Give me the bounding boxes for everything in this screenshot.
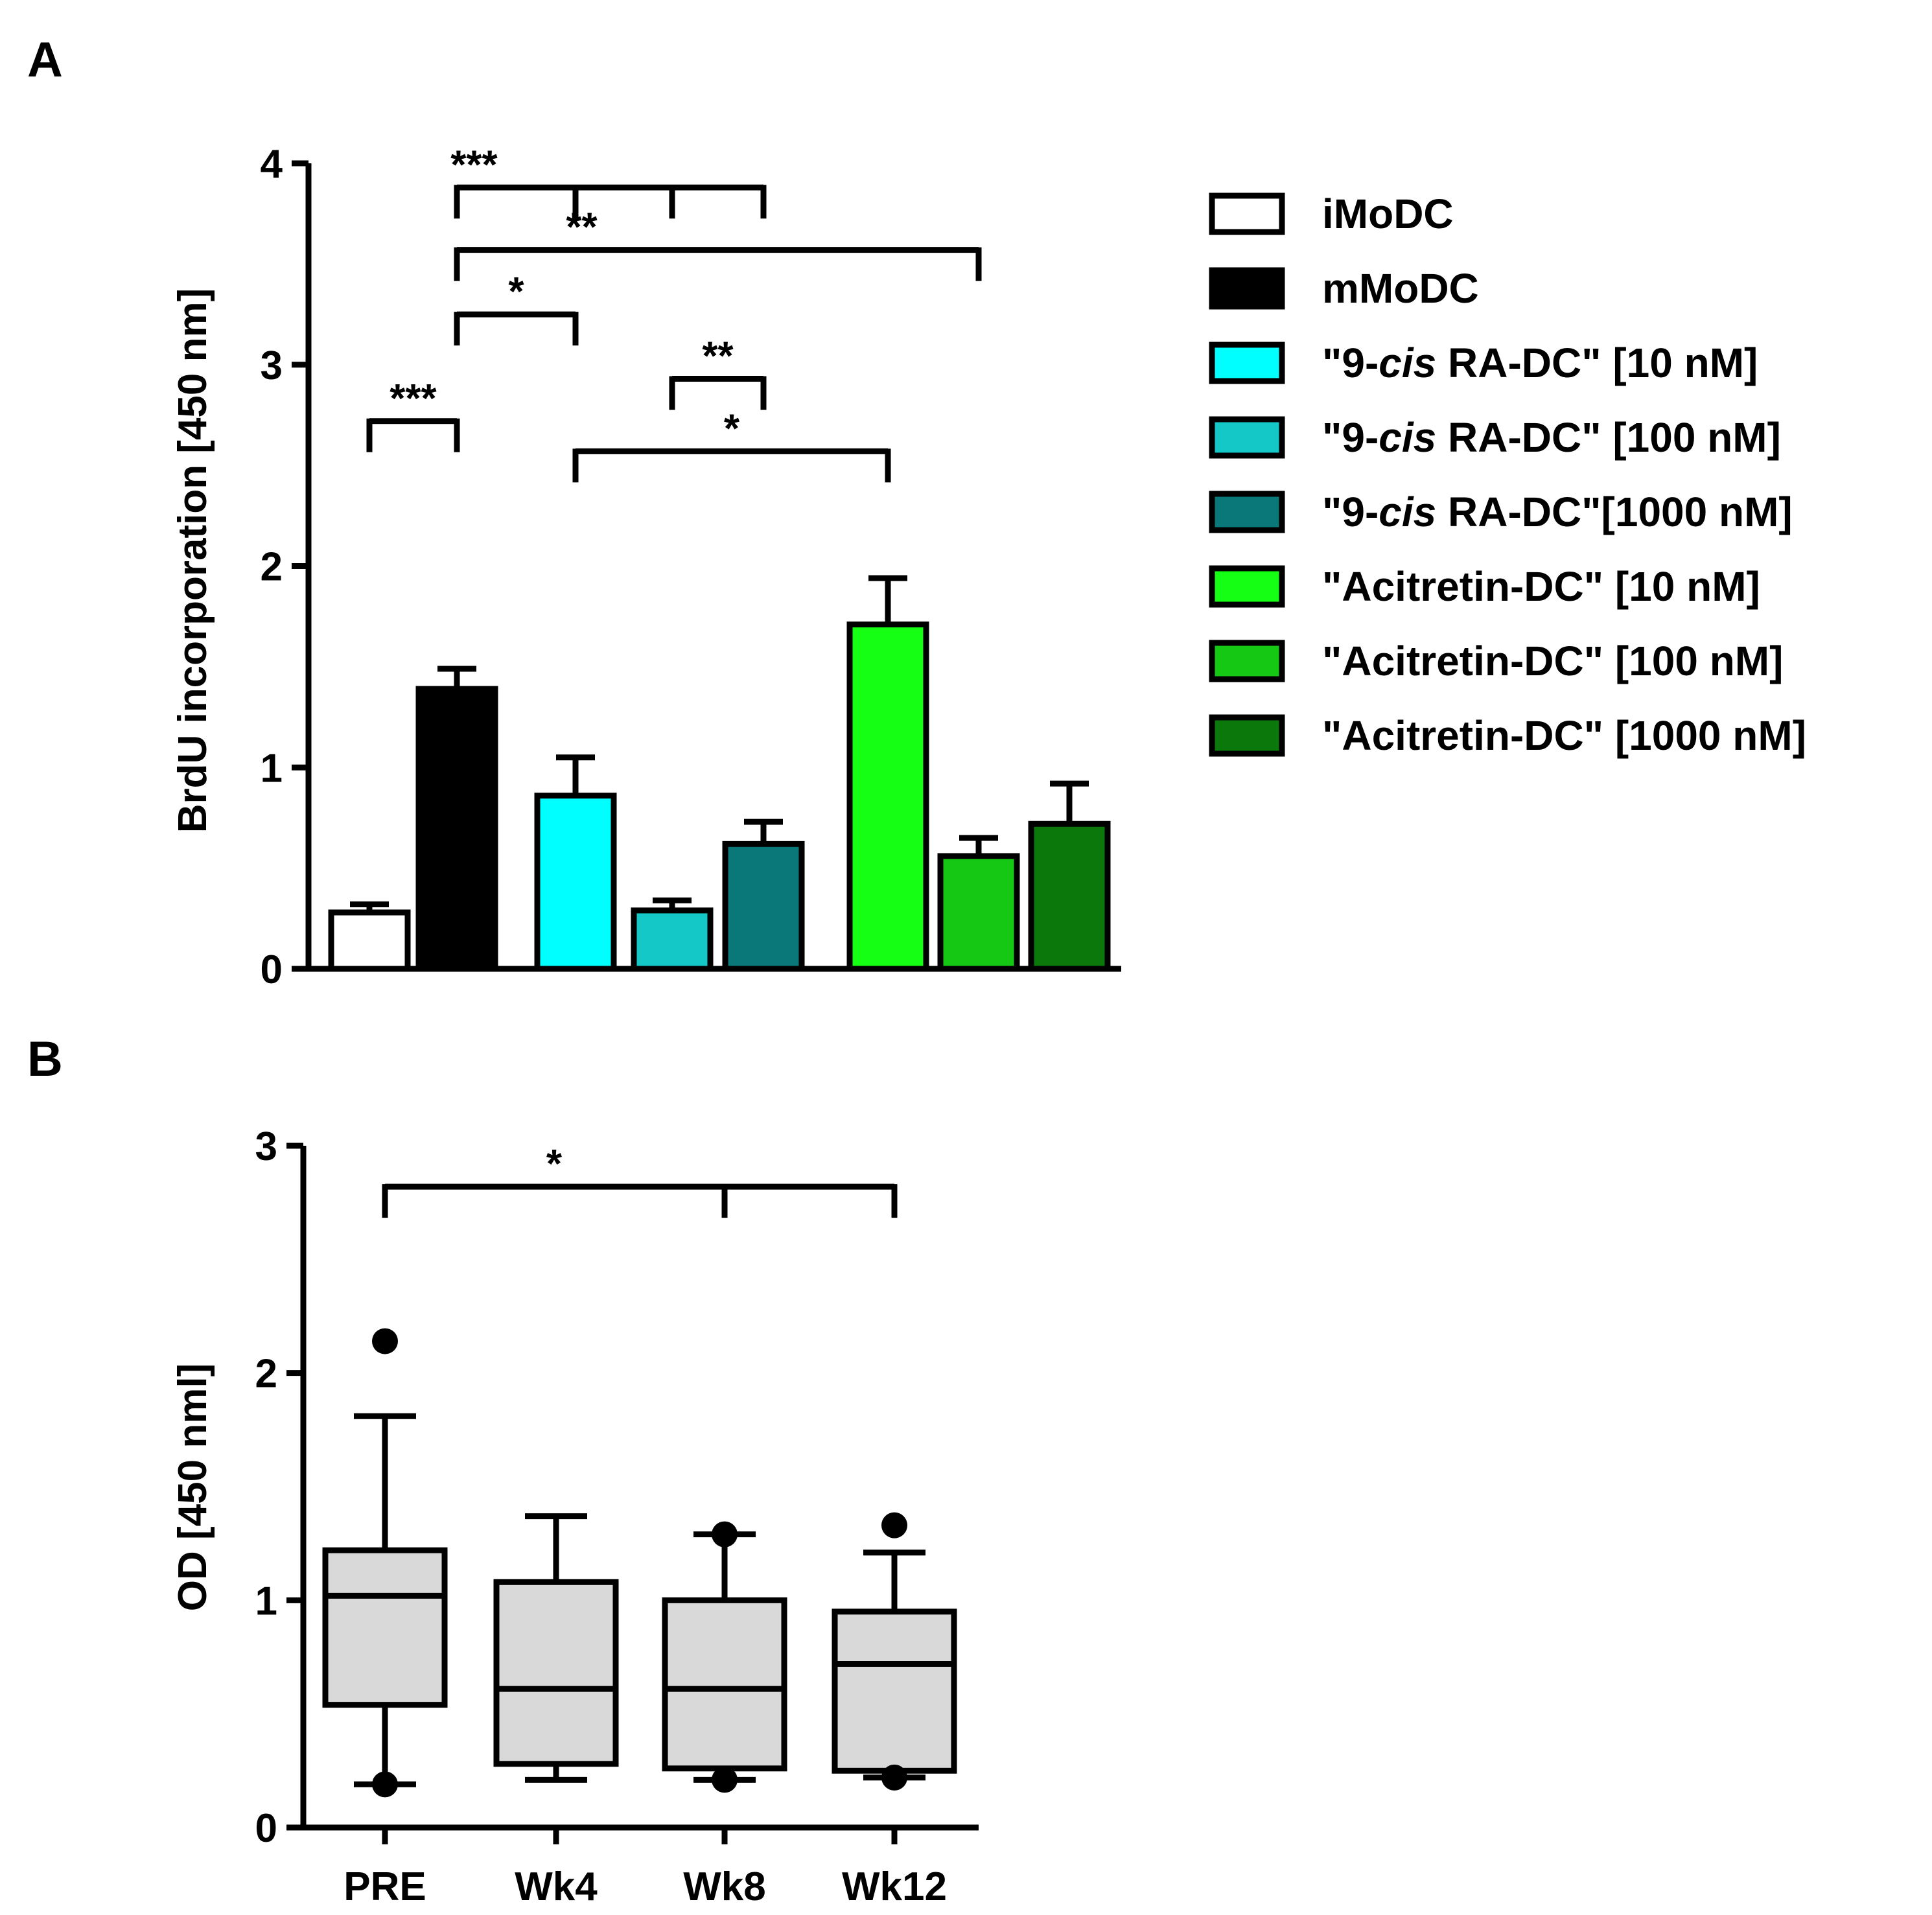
- y-tick-label: 0: [261, 947, 283, 992]
- bar: [328, 909, 411, 972]
- bars-a: [328, 575, 1111, 972]
- box: [832, 1608, 957, 1774]
- legend-label: "Acitretin-DC" [1000 nM]: [1322, 712, 1806, 759]
- legend-swatch: [1209, 565, 1285, 608]
- legend-swatch: [1209, 714, 1285, 757]
- legend-label-italic: cis: [1379, 489, 1436, 535]
- legend-label: "Acitretin-DC" [10 nM]: [1322, 563, 1760, 610]
- legend-label-part: "9-: [1322, 340, 1379, 386]
- significance-label: **: [702, 334, 734, 379]
- axes-b: 0 1 2 3 PRE Wk4 Wk8 Wk12: [255, 1124, 979, 1909]
- legend-label-part: "9-: [1322, 489, 1379, 535]
- legend-label-part: RA-DC" [100 nM]: [1436, 414, 1781, 461]
- bar: [846, 621, 929, 972]
- bar: [937, 853, 1020, 972]
- x-tick-label: PRE: [343, 1864, 426, 1909]
- panel-a-letter: A: [27, 32, 63, 87]
- x-tick-label: Wk8: [683, 1864, 765, 1909]
- legend-label-italic: cis: [1379, 340, 1436, 386]
- significance-label: *: [546, 1142, 563, 1187]
- legend-label-italic: cis: [1379, 414, 1436, 461]
- legend-label: mMoDC: [1322, 265, 1479, 312]
- legend-swatch: [1209, 491, 1285, 533]
- y-tick-label: 2: [255, 1352, 277, 1397]
- y-axis-title-b: OD [450 nml]: [170, 1364, 215, 1611]
- box: [322, 1547, 448, 1708]
- legend-swatch: [1209, 416, 1285, 459]
- outlier-point: [712, 1521, 738, 1548]
- axes-a: 0 1 2 3 4: [261, 142, 1121, 992]
- box: [662, 1597, 787, 1772]
- legend-label: "9-cis RA-DC" [10 nM]: [1322, 340, 1758, 386]
- y-tick-label: 1: [255, 1579, 277, 1623]
- outlier-point: [372, 1328, 398, 1354]
- box: [493, 1579, 619, 1767]
- significance-label: ***: [390, 377, 437, 421]
- panel-b-letter: B: [27, 1032, 63, 1087]
- legend-label: "9-cis RA-DC" [100 nM]: [1322, 414, 1781, 461]
- significance-label: ***: [450, 143, 498, 187]
- boxes-b: [322, 1328, 957, 1798]
- y-tick-label: 2: [261, 545, 283, 590]
- bar: [415, 686, 498, 972]
- outlier-point: [881, 1764, 907, 1791]
- legend-swatch: [1209, 267, 1285, 310]
- legend-swatch: [1209, 342, 1285, 384]
- outlier-point: [881, 1512, 907, 1538]
- significance-label: *: [508, 270, 524, 314]
- legend-label: iMoDC: [1322, 191, 1454, 237]
- y-tick-label: 3: [261, 343, 283, 388]
- bar: [1028, 820, 1111, 972]
- y-tick-label: 4: [261, 142, 283, 187]
- significance-brackets-b: *: [382, 1142, 898, 1218]
- x-tick-label: Wk4: [515, 1864, 598, 1909]
- legend-label-part: RA-DC" [10 nM]: [1436, 340, 1758, 386]
- legend-label-part: RA-DC"[1000 nM]: [1436, 489, 1793, 535]
- bar: [534, 793, 617, 972]
- bar: [631, 907, 714, 972]
- x-tick-label: Wk12: [842, 1864, 947, 1909]
- legend-label: "Acitretin-DC" [100 nM]: [1322, 638, 1783, 684]
- legend-label-part: "9-: [1322, 414, 1379, 461]
- outlier-point: [712, 1767, 738, 1793]
- legend-swatch: [1209, 640, 1285, 682]
- y-tick-label: 3: [255, 1124, 277, 1169]
- outlier-point: [372, 1771, 398, 1798]
- significance-label: *: [724, 406, 740, 451]
- legend-label: "9-cis RA-DC"[1000 nM]: [1322, 489, 1793, 535]
- legend-swatch: [1209, 192, 1285, 235]
- bar: [722, 841, 805, 972]
- y-tick-label: 0: [255, 1806, 277, 1851]
- y-axis-title-a: BrdU incorporation [450 nm]: [170, 288, 215, 833]
- significance-brackets-a: ************: [366, 143, 982, 483]
- significance-label: **: [566, 205, 598, 250]
- box-chart-b: * 0 1 2 3 PRE Wk4 Wk8 Wk12 OD [450 nml]: [170, 1124, 979, 1909]
- y-tick-label: 1: [261, 746, 283, 791]
